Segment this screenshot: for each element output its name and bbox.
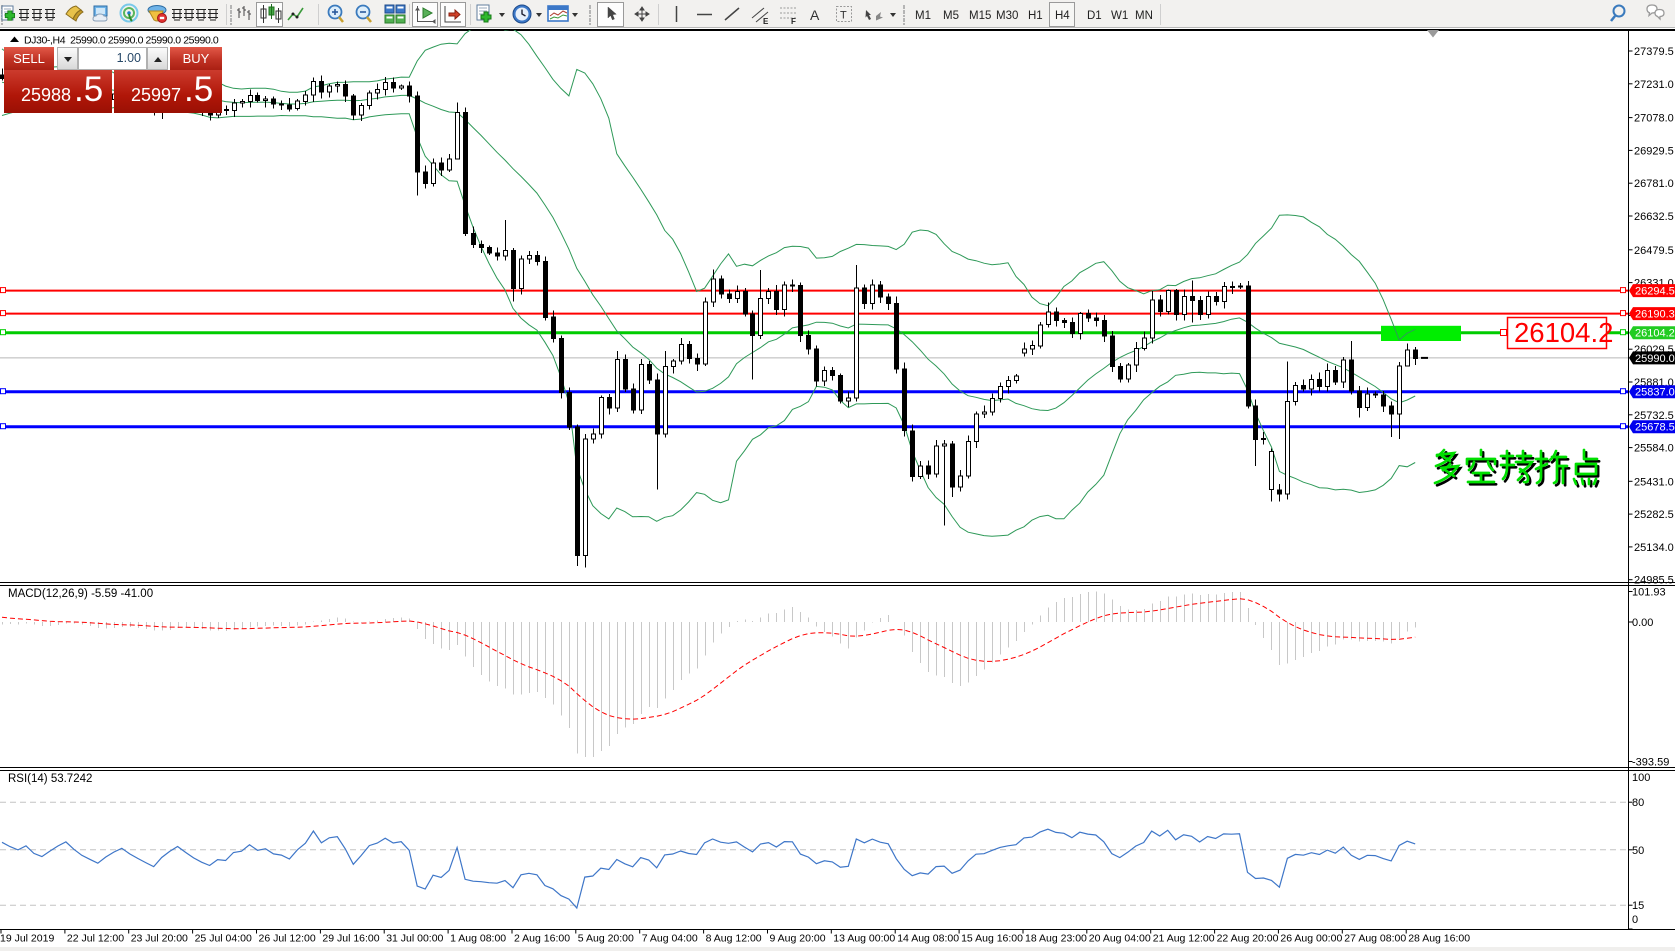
svg-text:25 Jul 04:00: 25 Jul 04:00: [195, 933, 252, 945]
svg-text:26781.0: 26781.0: [1634, 178, 1674, 190]
svg-text:50: 50: [1632, 845, 1644, 857]
svg-text:26294.5: 26294.5: [1635, 286, 1675, 298]
svg-text:T: T: [840, 10, 847, 22]
svg-text:MN: MN: [1135, 10, 1153, 22]
svg-text:24985.5: 24985.5: [1634, 575, 1674, 587]
svg-text:H4: H4: [1055, 10, 1070, 22]
svg-text:80: 80: [1632, 797, 1644, 809]
svg-text:19 Jul 2019: 19 Jul 2019: [0, 933, 54, 945]
svg-text:E: E: [763, 17, 769, 26]
svg-text:8 Aug 12:00: 8 Aug 12:00: [706, 933, 762, 945]
svg-text:22 Jul 12:00: 22 Jul 12:00: [67, 933, 124, 945]
svg-text:H1: H1: [1028, 10, 1043, 22]
svg-text:MACD(12,26,9) -5.59 -41.00: MACD(12,26,9) -5.59 -41.00: [8, 588, 153, 600]
svg-text:27379.5: 27379.5: [1634, 46, 1674, 58]
svg-text:25837.0: 25837.0: [1635, 387, 1675, 399]
svg-text:M1: M1: [915, 10, 931, 22]
svg-text:100: 100: [1632, 772, 1650, 784]
svg-text:26 Jul 12:00: 26 Jul 12:00: [259, 933, 316, 945]
svg-text:15 Aug 16:00: 15 Aug 16:00: [961, 933, 1023, 945]
svg-text:0.00: 0.00: [1632, 617, 1653, 629]
svg-text:26104.2: 26104.2: [1514, 317, 1613, 348]
svg-text:DJ30-,H4 25990.0 25990.0 2599: DJ30-,H4 25990.0 25990.0 25990.0 25990.0: [24, 35, 219, 47]
svg-text:27078.0: 27078.0: [1634, 113, 1674, 125]
svg-text:23 Jul 20:00: 23 Jul 20:00: [131, 933, 188, 945]
svg-text:9 Aug 20:00: 9 Aug 20:00: [770, 933, 826, 945]
svg-text:W1: W1: [1111, 10, 1128, 22]
svg-text:25732.5: 25732.5: [1634, 410, 1674, 422]
svg-text:25990.0: 25990.0: [1635, 353, 1675, 365]
svg-text:F: F: [791, 17, 796, 26]
svg-text:25584.0: 25584.0: [1634, 443, 1674, 455]
svg-text:27231.0: 27231.0: [1634, 79, 1674, 91]
svg-text:29 Jul 16:00: 29 Jul 16:00: [322, 933, 379, 945]
svg-text:13 Aug 00:00: 13 Aug 00:00: [833, 933, 895, 945]
svg-text:27 Aug 08:00: 27 Aug 08:00: [1344, 933, 1406, 945]
svg-text:20 Aug 04:00: 20 Aug 04:00: [1089, 933, 1151, 945]
svg-text:18 Aug 23:00: 18 Aug 23:00: [1025, 933, 1087, 945]
svg-text:14 Aug 08:00: 14 Aug 08:00: [897, 933, 959, 945]
svg-text:26 Aug 00:00: 26 Aug 00:00: [1280, 933, 1342, 945]
svg-text:26190.3: 26190.3: [1635, 309, 1675, 321]
svg-text:D1: D1: [1087, 10, 1102, 22]
svg-text:-393.59: -393.59: [1632, 757, 1669, 769]
svg-text:A: A: [810, 7, 820, 23]
svg-text:26929.5: 26929.5: [1634, 145, 1674, 157]
svg-text:25282.5: 25282.5: [1634, 509, 1674, 521]
svg-text:21 Aug 12:00: 21 Aug 12:00: [1153, 933, 1215, 945]
svg-text:28 Aug 16:00: 28 Aug 16:00: [1408, 933, 1470, 945]
svg-text:31 Jul 00:00: 31 Jul 00:00: [386, 933, 443, 945]
svg-text:M30: M30: [996, 10, 1018, 22]
svg-text:26104.2: 26104.2: [1635, 328, 1675, 340]
svg-text:RSI(14) 53.7242: RSI(14) 53.7242: [8, 773, 92, 785]
svg-text:26632.5: 26632.5: [1634, 211, 1674, 223]
svg-text:15: 15: [1632, 900, 1644, 912]
svg-text:M5: M5: [943, 10, 959, 22]
svg-text:101.93: 101.93: [1632, 587, 1666, 599]
svg-text:5 Aug 20:00: 5 Aug 20:00: [578, 933, 634, 945]
svg-text:26479.5: 26479.5: [1634, 245, 1674, 257]
svg-text:M15: M15: [969, 10, 991, 22]
svg-text:25678.5: 25678.5: [1635, 422, 1675, 434]
svg-text:7 Aug 04:00: 7 Aug 04:00: [642, 933, 698, 945]
svg-text:2 Aug 16:00: 2 Aug 16:00: [514, 933, 570, 945]
svg-text:0: 0: [1632, 914, 1638, 926]
svg-text:25134.0: 25134.0: [1634, 542, 1674, 554]
svg-text:25431.0: 25431.0: [1634, 476, 1674, 488]
svg-text:22 Aug 20:00: 22 Aug 20:00: [1217, 933, 1279, 945]
svg-text:1 Aug 08:00: 1 Aug 08:00: [450, 933, 506, 945]
